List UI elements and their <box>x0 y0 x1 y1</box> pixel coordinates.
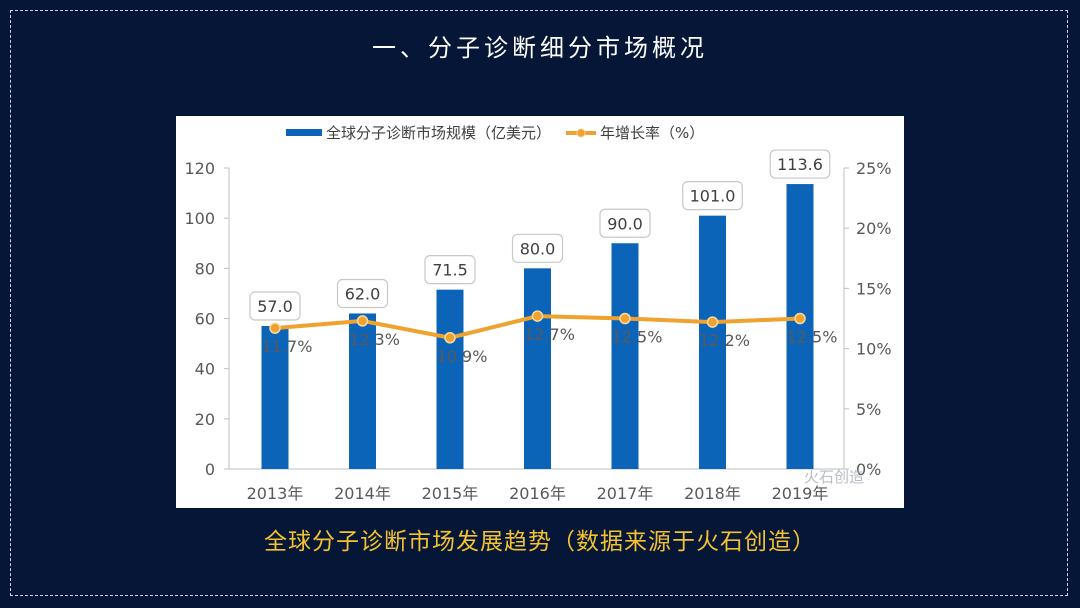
left-tick-label: 0 <box>205 460 215 479</box>
x-tick-label: 2017年 <box>597 484 654 503</box>
growth-rate-point <box>794 312 806 325</box>
growth-rate-point <box>269 322 281 334</box>
x-tick-label: 2016年 <box>509 484 566 503</box>
bar <box>261 326 289 469</box>
legend: 全球分子诊断市场规模（亿美元） 年增长率（%） <box>286 124 704 142</box>
bar <box>436 289 464 469</box>
bar-data-label: 71.5 <box>432 261 468 280</box>
legend-bar-swatch <box>286 129 322 136</box>
bar-data-label: 101.0 <box>690 187 736 206</box>
dashed-frame <box>10 10 1068 596</box>
x-tick-label: 2018年 <box>684 484 741 503</box>
bar <box>786 184 814 469</box>
growth-rate-point <box>619 312 631 325</box>
growth-rate-label: 10.9% <box>437 347 488 366</box>
left-tick-label: 20 <box>195 410 215 429</box>
bar-data-label: 80.0 <box>520 239 556 258</box>
bar-label-box <box>769 149 831 179</box>
bar-label-box <box>682 181 743 211</box>
x-tick-label: 2013年 <box>247 484 304 503</box>
left-tick-label: 120 <box>184 159 215 178</box>
growth-rate-label: 12.2% <box>699 331 750 350</box>
bar-label-box <box>424 255 476 285</box>
bar-data-label: 57.0 <box>257 297 293 316</box>
growth-rate-point <box>706 316 719 328</box>
bar-label-box <box>336 278 389 309</box>
left-tick-label: 100 <box>184 209 215 228</box>
bar <box>611 243 639 469</box>
legend-bar-label: 全球分子诊断市场规模（亿美元） <box>326 124 551 142</box>
growth-rate-point <box>444 332 456 344</box>
growth-rate-point <box>356 315 369 327</box>
left-tick-label: 40 <box>195 360 215 379</box>
growth-rate-label: 12.3% <box>349 330 400 349</box>
legend-line-marker <box>576 128 586 138</box>
bar-label-box <box>511 233 564 263</box>
bar-data-label: 90.0 <box>607 214 643 233</box>
slide-title: 一、分子诊断细分市场概况 <box>372 34 708 62</box>
right-tick-label: 20% <box>856 219 892 238</box>
chart-panel: 全球分子诊断市场规模（亿美元） 年增长率（%） 0 20 40 60 80 100 120 0… <box>176 116 904 508</box>
left-tick-label: 60 <box>195 310 215 329</box>
growth-rate-label: 11.7% <box>262 337 313 356</box>
right-tick-label: 25% <box>856 159 892 178</box>
legend-line-label: 年增长率（%） <box>600 124 704 142</box>
combo-chart: 全球分子诊断市场规模（亿美元） 年增长率（%） 0 20 40 60 80 100 120 0… <box>184 124 892 503</box>
growth-rate-label: 12.5% <box>612 328 663 347</box>
bar-label-box <box>599 208 651 238</box>
right-tick-label: 10% <box>856 340 892 359</box>
growth-rate-point <box>531 310 544 322</box>
chart-caption: 全球分子诊断市场发展趋势（数据来源于火石创造） <box>264 529 816 555</box>
x-tick-label: 2015年 <box>422 484 479 503</box>
x-tick-label: 2019年 <box>772 484 829 503</box>
x-tick-label: 2014年 <box>334 484 391 503</box>
growth-rate-label: 12.7% <box>524 325 575 344</box>
right-tick-label: 5% <box>856 400 881 419</box>
right-tick-label: 0% <box>856 460 881 479</box>
bar-data-label: 62.0 <box>345 284 381 303</box>
bar <box>349 313 376 469</box>
bar <box>524 268 551 469</box>
left-tick-label: 80 <box>195 259 215 278</box>
bar-label-box <box>249 291 301 321</box>
bar <box>699 215 726 469</box>
watermark: 火石创造 <box>804 468 864 486</box>
bar-data-label: 113.6 <box>777 155 823 174</box>
growth-rate-label: 12.5% <box>787 328 838 347</box>
right-tick-label: 15% <box>856 279 892 298</box>
